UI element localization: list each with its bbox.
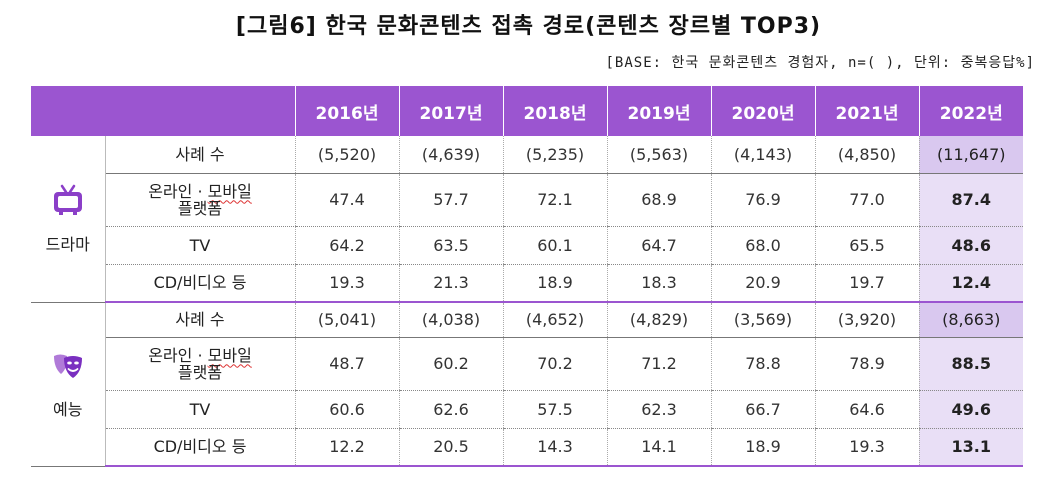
- table-cell-highlight: 12.4: [918, 264, 1023, 303]
- table-cell: (4,652): [502, 302, 607, 338]
- table-cell: 57.5: [502, 390, 607, 429]
- year-header: 2020년: [710, 86, 815, 136]
- theater-masks-icon: [53, 354, 82, 378]
- table-row: 온라인 · 모바일 플랫폼 47.4 57.7 72.1 68.9 76.9 7…: [31, 173, 1023, 227]
- table-cell: 19.3: [814, 428, 919, 467]
- row-label: 사례 수: [105, 136, 295, 174]
- year-header: 2022년: [918, 86, 1023, 136]
- row-label-line: 온라인 · 모바일: [148, 345, 252, 365]
- table-cell: 60.2: [398, 337, 503, 391]
- table-cell: 76.9: [710, 173, 815, 227]
- table-cell: 60.6: [294, 390, 399, 429]
- category-variety: 예능: [31, 302, 106, 467]
- table-row: 온라인 · 모바일 플랫폼 48.7 60.2 70.2 71.2 78.8 7…: [31, 337, 1023, 391]
- row-label: CD/비디오 등: [105, 428, 295, 467]
- table-cell: 18.9: [710, 428, 815, 467]
- row-label: 온라인 · 모바일 플랫폼: [105, 173, 295, 227]
- table-cell: 14.3: [502, 428, 607, 467]
- row-label: CD/비디오 등: [105, 264, 295, 303]
- category-label: 예능: [53, 400, 83, 419]
- base-note: [BASE: 한국 문화콘텐츠 경험자, n=( ), 단위: 중복응답%]: [605, 55, 1035, 71]
- table-cell: (4,639): [398, 136, 503, 174]
- table-row: 예능 사례 수 (5,041) (4,038) (4,652) (4,829) …: [31, 302, 1023, 467]
- row-label-line: 플랫폼: [177, 198, 223, 218]
- table-cell: 70.2: [502, 337, 607, 391]
- table-cell: (3,920): [814, 302, 919, 338]
- year-header: 2018년: [502, 86, 607, 136]
- table-cell: 78.9: [814, 337, 919, 391]
- category-label: 드라마: [45, 234, 90, 254]
- table-cell: (3,569): [710, 302, 815, 338]
- table-row: TV 64.2 63.5 60.1 64.7 68.0 65.5 48.6: [31, 226, 1023, 265]
- table-cell: 18.9: [502, 264, 607, 303]
- table-cell: 47.4: [294, 173, 399, 227]
- table-cell: 20.5: [398, 428, 503, 467]
- table-cell: 60.1: [502, 226, 607, 265]
- table-cell: 62.3: [606, 390, 711, 429]
- table-cell: 71.2: [606, 337, 711, 391]
- table-cell-highlight: 49.6: [918, 390, 1023, 429]
- table-cell: 65.5: [814, 226, 919, 265]
- spell-underline: 모바일: [207, 345, 252, 365]
- contact-route-table: 2016년 2017년 2018년 2019년 2020년 2021년 2022…: [31, 86, 1023, 467]
- table-cell: 64.7: [606, 226, 711, 265]
- table-row: 드라마 사례 수 (5,520) (4,639) (5,235) (5,563)…: [31, 136, 1023, 303]
- page-title: [그림6] 한국 문화콘텐츠 접촉 경로(콘텐츠 장르별 TOP3): [235, 14, 822, 39]
- year-header: 2019년: [606, 86, 711, 136]
- table-cell: 14.1: [606, 428, 711, 467]
- tv-icon: [53, 184, 82, 215]
- table-cell: 66.7: [710, 390, 815, 429]
- table-cell: 64.6: [814, 390, 919, 429]
- table-cell: 63.5: [398, 226, 503, 265]
- header-row: 2016년 2017년 2018년 2019년 2020년 2021년 2022…: [31, 86, 1023, 136]
- table-cell: (5,563): [606, 136, 711, 174]
- table-cell-highlight: (8,663): [918, 302, 1023, 338]
- table-cell: (4,038): [398, 302, 503, 338]
- table-cell-highlight: 88.5: [918, 337, 1023, 391]
- table-cell: 21.3: [398, 264, 503, 303]
- table-cell: (4,850): [814, 136, 919, 174]
- row-label: 사례 수: [105, 302, 295, 338]
- table-cell: 19.7: [814, 264, 919, 303]
- table-cell: 18.3: [606, 264, 711, 303]
- header-corner: [31, 86, 295, 136]
- table-cell: 78.8: [710, 337, 815, 391]
- table-cell-highlight: (11,647): [918, 136, 1023, 174]
- table-cell: 62.6: [398, 390, 503, 429]
- table-cell-highlight: 87.4: [918, 173, 1023, 227]
- spell-underline: 모바일: [207, 181, 252, 201]
- table-cell: 72.1: [502, 173, 607, 227]
- row-label: TV: [105, 226, 295, 265]
- table-cell-highlight: 13.1: [918, 428, 1023, 467]
- table-cell: 20.9: [710, 264, 815, 303]
- table-cell: (5,520): [294, 136, 399, 174]
- table-cell-highlight: 48.6: [918, 226, 1023, 265]
- table-row: CD/비디오 등 12.2 20.5 14.3 14.1 18.9 19.3 1…: [31, 428, 1023, 467]
- table-cell: 77.0: [814, 173, 919, 227]
- year-header: 2021년: [814, 86, 919, 136]
- table-cell: 68.0: [710, 226, 815, 265]
- table-cell: (5,041): [294, 302, 399, 338]
- row-label: TV: [105, 390, 295, 429]
- row-label-line: 온라인 · 모바일: [148, 181, 252, 201]
- table-cell: 57.7: [398, 173, 503, 227]
- row-label-line: 플랫폼: [177, 362, 223, 382]
- year-header: 2016년: [294, 86, 399, 136]
- table-cell: 48.7: [294, 337, 399, 391]
- table-cell: 12.2: [294, 428, 399, 467]
- category-drama: 드라마: [31, 136, 106, 303]
- table-cell: (5,235): [502, 136, 607, 174]
- table-cell: 68.9: [606, 173, 711, 227]
- table-cell: (4,143): [710, 136, 815, 174]
- table-row: TV 60.6 62.6 57.5 62.3 66.7 64.6 49.6: [31, 390, 1023, 429]
- table-row: CD/비디오 등 19.3 21.3 18.9 18.3 20.9 19.7 1…: [31, 264, 1023, 303]
- table-cell: 19.3: [294, 264, 399, 303]
- row-label: 온라인 · 모바일 플랫폼: [105, 337, 295, 391]
- year-header: 2017년: [398, 86, 503, 136]
- table-cell: (4,829): [606, 302, 711, 338]
- table-cell: 64.2: [294, 226, 399, 265]
